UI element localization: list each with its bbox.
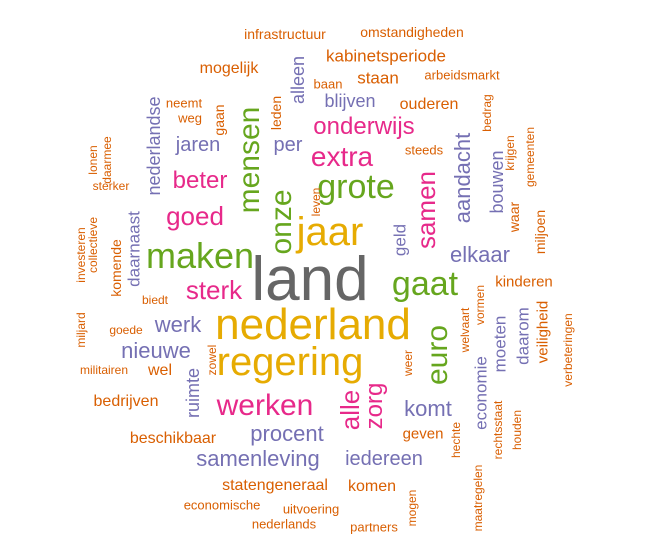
- word-staan: staan: [357, 68, 399, 88]
- word-miljard: miljard: [74, 312, 88, 348]
- word-samenleving: samenleving: [196, 446, 320, 471]
- word-geld: geld: [390, 223, 410, 257]
- word-waar: waar: [506, 201, 522, 233]
- word-aandacht: aandacht: [450, 132, 475, 224]
- word-beschikbaar: beschikbaar: [129, 430, 217, 447]
- word-lonen: lonen: [86, 145, 100, 175]
- word-euro: euro: [421, 324, 454, 386]
- word-grote: grote: [317, 168, 395, 206]
- word-procent: procent: [250, 421, 324, 446]
- word-houden: houden: [510, 409, 524, 451]
- word-elkaar: elkaar: [450, 242, 510, 267]
- word-omstandigheden: omstandigheden: [360, 24, 464, 40]
- word-werk: werk: [154, 312, 202, 337]
- word-werken: werken: [216, 389, 314, 422]
- word-biedt: biedt: [141, 293, 169, 307]
- word-goede: goede: [109, 323, 143, 337]
- word-partners: partners: [350, 519, 398, 535]
- word-gaan: gaan: [211, 104, 227, 136]
- word-iedereen: iedereen: [345, 448, 423, 470]
- word-gaat: gaat: [391, 265, 459, 303]
- word-onderwijs: onderwijs: [313, 113, 415, 140]
- word-wel: wel: [147, 362, 173, 379]
- word-zorg: zorg: [361, 382, 388, 430]
- word-economische: economische: [183, 497, 261, 513]
- word-moeten: moeten: [490, 315, 510, 373]
- word-goed: goed: [166, 201, 224, 231]
- word-investeren: investeren: [74, 227, 88, 283]
- word-baan: baan: [313, 76, 343, 92]
- word-jaar: jaar: [296, 210, 364, 254]
- word-arbeidsmarkt: arbeidsmarkt: [424, 67, 500, 83]
- word-land: land: [251, 245, 369, 314]
- word-krijgen: krijgen: [503, 135, 517, 171]
- word-economie: economie: [471, 356, 491, 430]
- word-extra: extra: [310, 141, 374, 172]
- word-neemt: neemt: [165, 95, 203, 111]
- word-weg: weg: [178, 110, 202, 126]
- word-alleen: alleen: [288, 55, 308, 105]
- word-leden: leden: [268, 95, 284, 131]
- word-nederland: nederland: [215, 300, 411, 349]
- word-veiligheid: veiligheid: [534, 300, 552, 364]
- word-nederlands: nederlands: [251, 516, 317, 532]
- word-komen: komen: [347, 478, 397, 495]
- word-komende: komende: [108, 239, 124, 297]
- word-samen: samen: [411, 170, 441, 250]
- word-vormen: vormen: [473, 284, 487, 326]
- word-geven: geven: [402, 425, 444, 443]
- word-maatregelen: maatregelen: [471, 464, 485, 532]
- word-welvaart: welvaart: [458, 307, 472, 353]
- word-regering: regering: [216, 340, 364, 384]
- word-alle: alle: [335, 389, 365, 431]
- word-komt: komt: [404, 396, 452, 421]
- word-bedrijven: bedrijven: [93, 393, 159, 410]
- word-beter: beter: [172, 167, 228, 194]
- word-miljoen: miljoen: [532, 209, 548, 255]
- word-per: per: [273, 134, 303, 156]
- word-infrastructuur: infrastructuur: [244, 26, 326, 42]
- word-nieuwe: nieuwe: [121, 338, 191, 363]
- word-sterk: sterk: [185, 275, 243, 305]
- word-maken: maken: [145, 235, 255, 276]
- word-daarnaast: daarnaast: [124, 211, 144, 287]
- word-hechte: hechte: [449, 421, 463, 459]
- word-rechtsstaat: rechtsstaat: [491, 400, 505, 460]
- word-blijven: blijven: [324, 91, 376, 111]
- word-verbeteringen: verbeteringen: [561, 313, 575, 387]
- word-sterker: sterker: [92, 179, 130, 193]
- word-mogen: mogen: [405, 489, 419, 527]
- word-kabinetsperiode: kabinetsperiode: [325, 46, 447, 66]
- word-ruimte: ruimte: [183, 367, 203, 419]
- word-bedrag: bedrag: [480, 94, 494, 132]
- word-uitvoering: uitvoering: [282, 501, 340, 517]
- word-militairen: militairen: [79, 363, 129, 377]
- word-nederlandse: nederlandse: [144, 96, 164, 196]
- word-weer: weer: [401, 349, 415, 377]
- word-steeds: steeds: [404, 142, 444, 158]
- word-collectieve: collectieve: [86, 216, 100, 274]
- word-kinderen: kinderen: [495, 273, 553, 291]
- word-zowel: zowel: [205, 344, 219, 376]
- word-onze: onze: [265, 189, 298, 255]
- word-mensen: mensen: [233, 106, 266, 214]
- word-daarom: daarom: [513, 307, 533, 365]
- word-mogelijk: mogelijk: [199, 60, 259, 77]
- word-gemeenten: gemeenten: [523, 126, 537, 188]
- word-ouderen: ouderen: [399, 96, 459, 113]
- word-daarmee: daarmee: [100, 136, 114, 184]
- word-jaren: jaren: [175, 134, 221, 156]
- word-statengeneraal: statengeneraal: [222, 477, 328, 494]
- word-leven: leven: [309, 187, 323, 217]
